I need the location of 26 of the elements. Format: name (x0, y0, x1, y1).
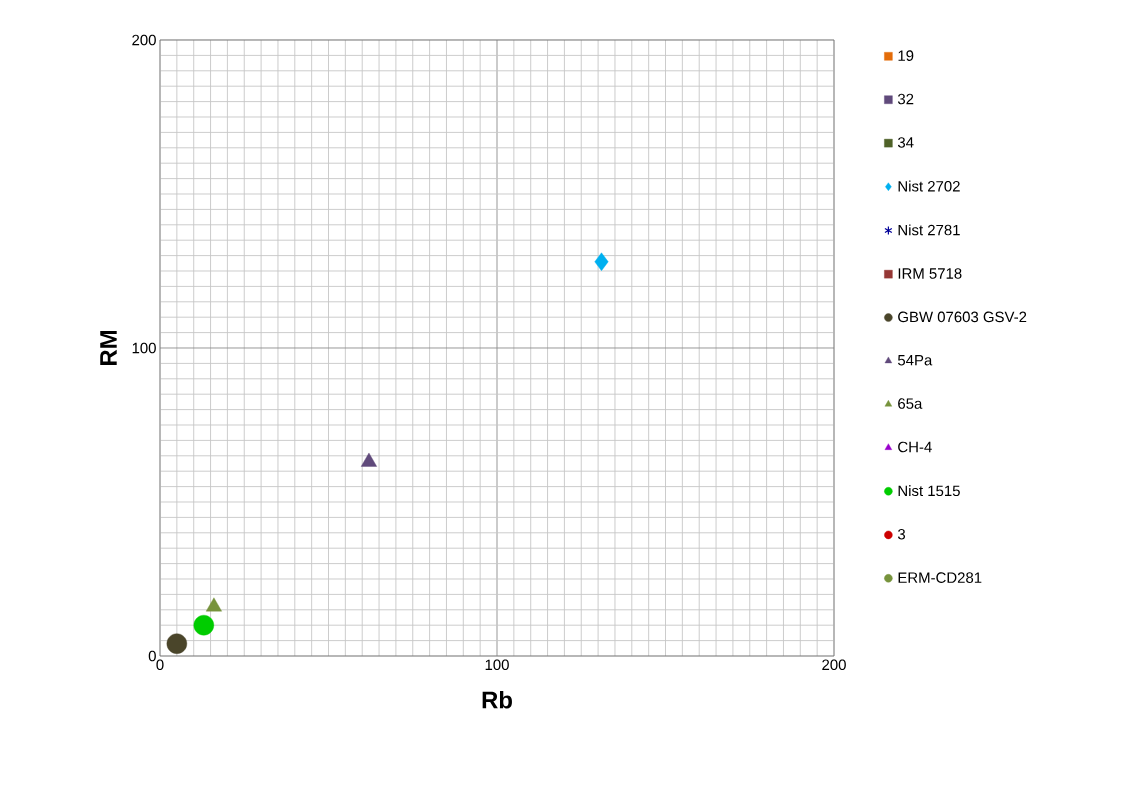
point (360, 452, 377, 467)
x-tick-label: 100 (485, 659, 509, 671)
x-tick-label: 0 (156, 659, 164, 671)
legend-label: 65a (898, 398, 923, 409)
legend-label: 3 (897, 528, 906, 540)
x-tick-label: 200 (822, 659, 846, 671)
legend-label: Nist 2781 (898, 224, 960, 236)
legend-label: 19 (898, 50, 914, 61)
legend-label: CH-4 (898, 441, 932, 453)
y-tick-label: 200 (132, 34, 156, 46)
y-tick-label: 100 (132, 342, 156, 354)
x-axis-title: Rb (482, 690, 512, 709)
y-tick-label: 0 (148, 650, 156, 662)
legend-label: Nist 1515 (898, 485, 960, 497)
point (594, 252, 609, 271)
legend-label: Nist 2702 (898, 180, 960, 192)
legend-label: 54Pa (897, 355, 933, 366)
legend-label: 32 (897, 93, 914, 105)
legend-label: GBW 07603 GSV-2 (898, 311, 1027, 323)
point (193, 615, 215, 636)
y-axis-title: RM (100, 331, 117, 365)
point (166, 633, 188, 654)
legend-label: ERM-CD281 (898, 572, 982, 583)
legend-label: IRM 5718 (898, 268, 962, 279)
point (205, 597, 222, 612)
legend-label: 34 (897, 137, 914, 148)
